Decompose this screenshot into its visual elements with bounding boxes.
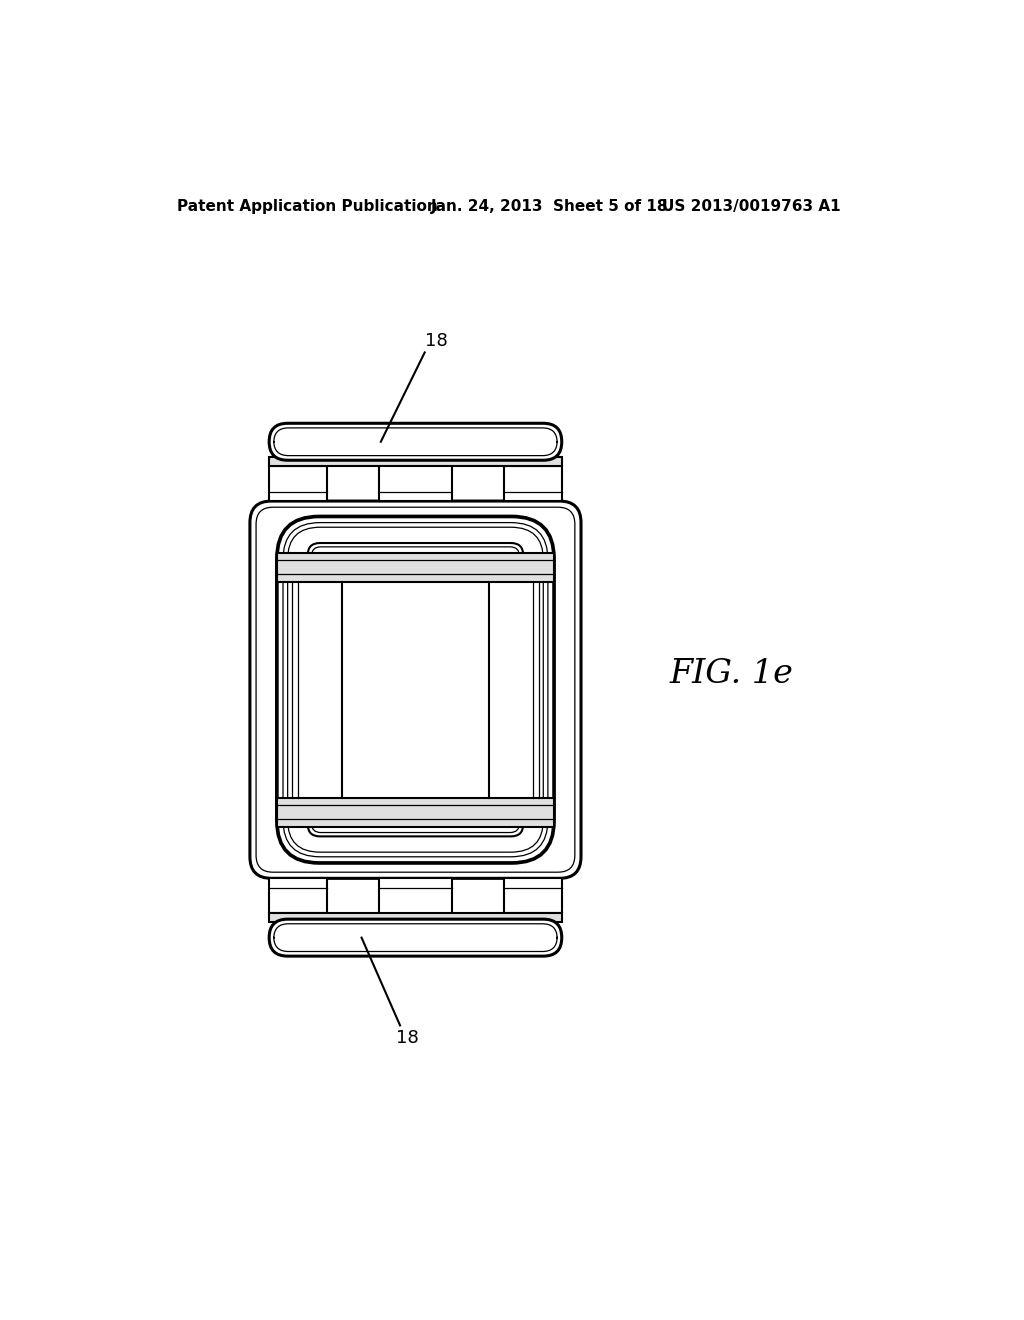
Bar xyxy=(269,878,327,913)
Text: 18: 18 xyxy=(396,1030,419,1047)
Text: Jan. 24, 2013  Sheet 5 of 18: Jan. 24, 2013 Sheet 5 of 18 xyxy=(431,198,669,214)
Bar xyxy=(504,466,562,502)
Bar xyxy=(269,913,562,923)
FancyBboxPatch shape xyxy=(250,502,581,878)
Bar xyxy=(379,878,452,921)
Text: US 2013/0019763 A1: US 2013/0019763 A1 xyxy=(662,198,841,214)
Bar xyxy=(269,466,327,502)
Text: 18: 18 xyxy=(425,333,449,350)
FancyBboxPatch shape xyxy=(276,516,554,863)
Bar xyxy=(504,878,562,913)
Bar xyxy=(379,459,452,502)
Bar xyxy=(269,457,562,466)
FancyBboxPatch shape xyxy=(307,543,523,570)
Text: FIG. 1e: FIG. 1e xyxy=(670,659,794,690)
Bar xyxy=(276,553,554,582)
FancyBboxPatch shape xyxy=(307,809,523,837)
FancyBboxPatch shape xyxy=(269,424,562,461)
FancyBboxPatch shape xyxy=(269,919,562,956)
Bar xyxy=(276,797,554,826)
Text: Patent Application Publication: Patent Application Publication xyxy=(177,198,437,214)
